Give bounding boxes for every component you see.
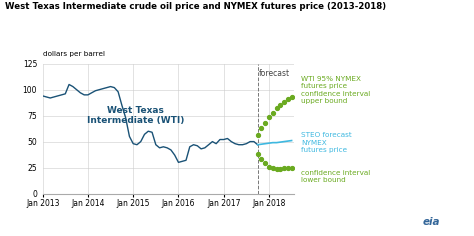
Text: STEO forecast
NYMEX
futures price: STEO forecast NYMEX futures price	[301, 132, 352, 153]
Text: confidence interval
lower bound: confidence interval lower bound	[301, 170, 370, 183]
Text: dollars per barrel: dollars per barrel	[43, 51, 105, 57]
Text: West Texas Intermediate crude oil price and NYMEX futures price (2013-2018): West Texas Intermediate crude oil price …	[5, 2, 386, 11]
Text: WTI 95% NYMEX
futures price
confidence interval
upper bound: WTI 95% NYMEX futures price confidence i…	[301, 76, 370, 104]
Text: forecast: forecast	[259, 69, 290, 78]
Text: eia: eia	[423, 217, 440, 227]
Text: West Texas
Intermediate (WTI): West Texas Intermediate (WTI)	[87, 106, 184, 125]
